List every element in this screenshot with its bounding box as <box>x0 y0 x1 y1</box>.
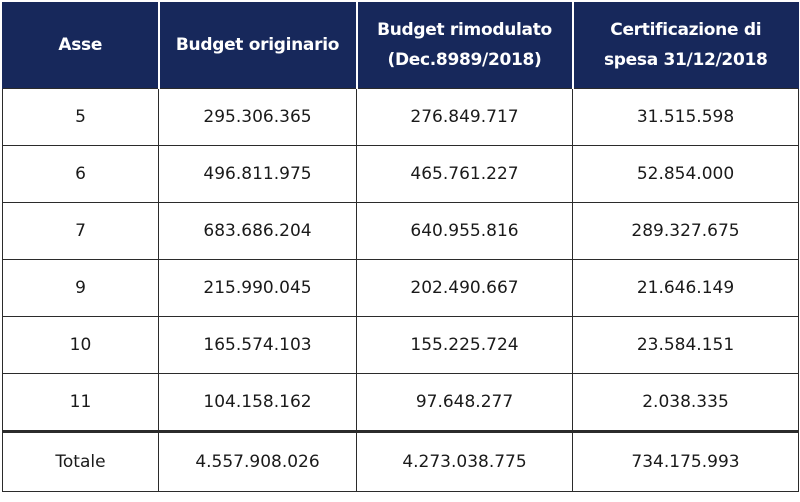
cell-certificazione: 2.038.335 <box>572 373 799 432</box>
cell-asse: 7 <box>2 202 159 260</box>
cell-budget-rimodulato: 155.225.724 <box>356 316 573 374</box>
header-certificazione: Certificazione di spesa 31/12/2018 <box>571 2 799 89</box>
budget-table: Asse Budget originario Budget rimodulato… <box>2 2 799 492</box>
cell-budget-originario: 683.686.204 <box>158 202 357 260</box>
table-header: Asse Budget originario Budget rimodulato… <box>2 2 799 89</box>
header-certificazione-line1: Certificazione di <box>610 20 762 40</box>
header-asse: Asse <box>2 2 160 89</box>
cell-certificazione: 52.854.000 <box>572 145 799 203</box>
table-row: 5 295.306.365 276.849.717 31.515.598 <box>2 88 799 146</box>
cell-budget-rimodulato: 276.849.717 <box>356 88 573 146</box>
header-budget-rimodulato-line1: Budget rimodulato <box>377 20 552 40</box>
table-row: 6 496.811.975 465.761.227 52.854.000 <box>2 145 799 203</box>
cell-budget-rimodulato: 465.761.227 <box>356 145 573 203</box>
total-label: Totale <box>2 430 159 492</box>
header-asse-text: Asse <box>58 35 103 55</box>
table-body: 5 295.306.365 276.849.717 31.515.598 6 4… <box>2 88 799 492</box>
cell-asse: 11 <box>2 373 159 432</box>
cell-budget-rimodulato: 97.648.277 <box>356 373 573 432</box>
table-row: 10 165.574.103 155.225.724 23.584.151 <box>2 316 799 374</box>
cell-budget-originario: 104.158.162 <box>158 373 357 432</box>
cell-budget-originario: 165.574.103 <box>158 316 357 374</box>
cell-budget-rimodulato: 640.955.816 <box>356 202 573 260</box>
cell-certificazione: 21.646.149 <box>572 259 799 317</box>
cell-budget-originario: 496.811.975 <box>158 145 357 203</box>
cell-asse: 6 <box>2 145 159 203</box>
header-budget-rimodulato: Budget rimodulato (Dec.8989/2018) <box>355 2 574 89</box>
total-budget-originario: 4.557.908.026 <box>158 430 357 492</box>
header-budget-originario: Budget originario <box>157 2 358 89</box>
cell-asse: 10 <box>2 316 159 374</box>
total-row: Totale 4.557.908.026 4.273.038.775 734.1… <box>2 430 799 492</box>
table-row: 11 104.158.162 97.648.277 2.038.335 <box>2 373 799 432</box>
table-row: 7 683.686.204 640.955.816 289.327.675 <box>2 202 799 260</box>
total-certificazione: 734.175.993 <box>572 430 799 492</box>
cell-asse: 9 <box>2 259 159 317</box>
table-row: 9 215.990.045 202.490.667 21.646.149 <box>2 259 799 317</box>
cell-certificazione: 23.584.151 <box>572 316 799 374</box>
header-budget-rimodulato-line2: (Dec.8989/2018) <box>387 50 542 70</box>
cell-certificazione: 289.327.675 <box>572 202 799 260</box>
cell-asse: 5 <box>2 88 159 146</box>
header-certificazione-line2: spesa 31/12/2018 <box>603 50 768 70</box>
header-row: Asse Budget originario Budget rimodulato… <box>2 2 799 89</box>
total-budget-rimodulato: 4.273.038.775 <box>356 430 573 492</box>
cell-budget-originario: 295.306.365 <box>158 88 357 146</box>
cell-budget-rimodulato: 202.490.667 <box>356 259 573 317</box>
cell-budget-originario: 215.990.045 <box>158 259 357 317</box>
header-budget-originario-text: Budget originario <box>175 35 340 55</box>
cell-certificazione: 31.515.598 <box>572 88 799 146</box>
